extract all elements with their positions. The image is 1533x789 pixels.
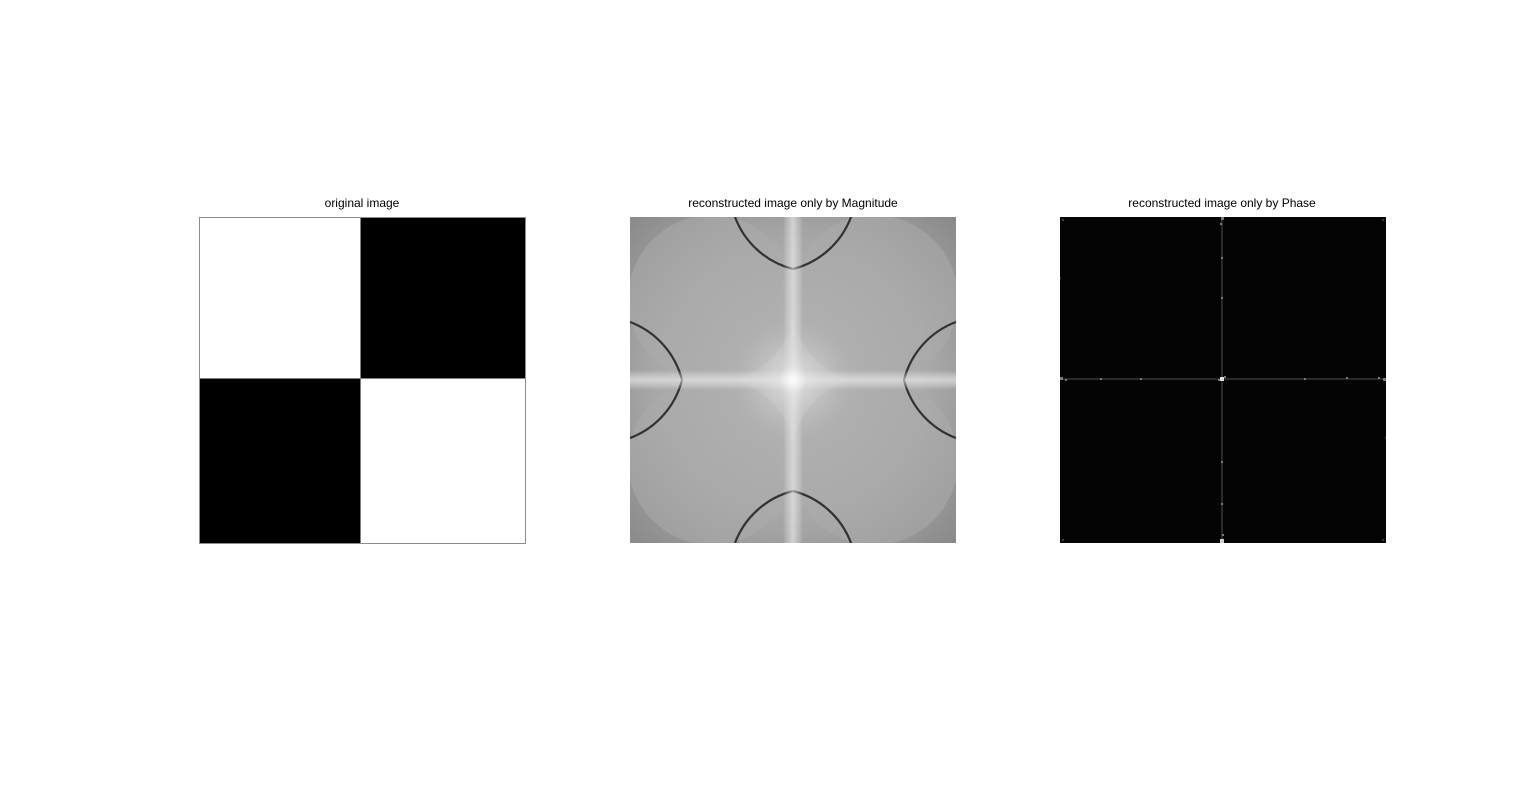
original-image (199, 217, 526, 544)
magnitude-graphic (630, 217, 956, 543)
magnitude-reconstruction-image (630, 217, 956, 543)
phase-graphic (1060, 217, 1386, 543)
panel-title-magnitude: reconstructed image only by Magnitude (688, 196, 898, 210)
panel-title-phase: reconstructed image only by Phase (1128, 196, 1316, 210)
checkerboard-graphic (200, 218, 525, 543)
panel-title-original: original image (324, 196, 400, 210)
phase-reconstruction-image (1060, 217, 1386, 543)
